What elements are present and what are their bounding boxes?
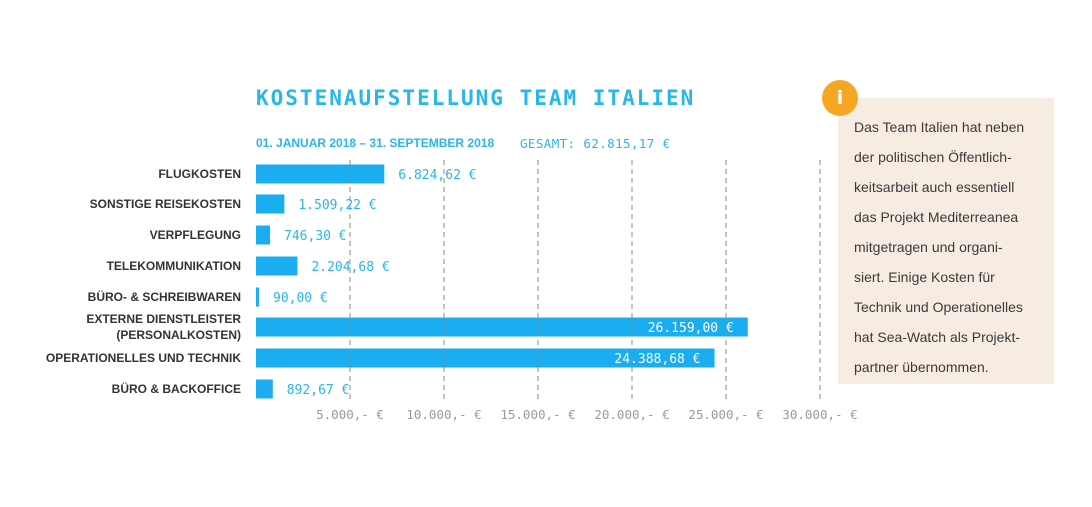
tick-label: 5.000,- € bbox=[316, 407, 384, 422]
category-label: TELEKOMMUNIKATION bbox=[107, 259, 241, 273]
bar bbox=[256, 256, 298, 276]
value-label: 26.159,00 € bbox=[648, 321, 734, 336]
bar bbox=[256, 379, 273, 399]
info-icon: i bbox=[822, 80, 858, 116]
category-label: EXTERNE DIENSTLEISTER bbox=[86, 312, 241, 326]
category-label: VERPFLEGUNG bbox=[150, 228, 241, 242]
bar bbox=[256, 225, 271, 245]
value-label: 6.824,62 € bbox=[398, 168, 476, 183]
value-label: 90,00 € bbox=[273, 291, 328, 306]
info-text-line: keitsarbeit auch essentiell bbox=[854, 179, 1015, 195]
chart-title: KOSTENAUFSTELLUNG TEAM ITALIEN bbox=[256, 86, 696, 110]
category-label: SONSTIGE REISEKOSTEN bbox=[90, 197, 241, 211]
value-label: 892,67 € bbox=[287, 383, 350, 398]
tick-label: 10.000,- € bbox=[406, 407, 481, 422]
info-text-line: Das Team Italien hat neben bbox=[854, 119, 1025, 135]
category-label: (PERSONALKOSTEN) bbox=[116, 328, 241, 342]
bar bbox=[256, 348, 715, 368]
info-text-line: mitgetragen und organi- bbox=[854, 239, 1003, 255]
bar bbox=[256, 317, 748, 337]
bar bbox=[256, 194, 285, 214]
tick-label: 20.000,- € bbox=[594, 407, 669, 422]
value-label: 746,30 € bbox=[284, 229, 347, 244]
info-text-line: der politischen Öffentlich- bbox=[854, 149, 1012, 165]
tick-label: 25.000,- € bbox=[688, 407, 763, 422]
info-text: Das Team Italien hat neben der politische… bbox=[854, 112, 1050, 382]
bar bbox=[256, 164, 385, 184]
info-box bbox=[838, 98, 1054, 384]
category-label: BÜRO- & SCHREIBWAREN bbox=[88, 289, 241, 304]
value-label: 24.388,68 € bbox=[614, 352, 700, 367]
value-label: 1.509,22 € bbox=[298, 198, 376, 213]
info-text-line: das Projekt Mediterreanea bbox=[854, 209, 1019, 225]
info-text-line: siert. Einige Kosten für bbox=[854, 269, 995, 285]
category-label: FLUGKOSTEN bbox=[158, 167, 241, 181]
info-text-line: hat Sea-Watch als Projekt- bbox=[854, 329, 1020, 345]
tick-label: 30.000,- € bbox=[782, 407, 857, 422]
info-text-line: partner übernommen. bbox=[854, 359, 989, 375]
info-text-line: Technik und Operationelles bbox=[854, 299, 1023, 315]
bar bbox=[256, 287, 259, 307]
period-label: 01. JANUAR 2018 – 31. SEPTEMBER 2018 bbox=[256, 136, 495, 150]
total-label: GESAMT: 62.815,17 € bbox=[520, 136, 671, 151]
tick-label: 15.000,- € bbox=[500, 407, 575, 422]
category-label: BÜRO & BACKOFFICE bbox=[112, 381, 241, 396]
category-label: OPERATIONELLES UND TECHNIK bbox=[46, 351, 241, 365]
value-label: 2.204,68 € bbox=[311, 260, 389, 275]
